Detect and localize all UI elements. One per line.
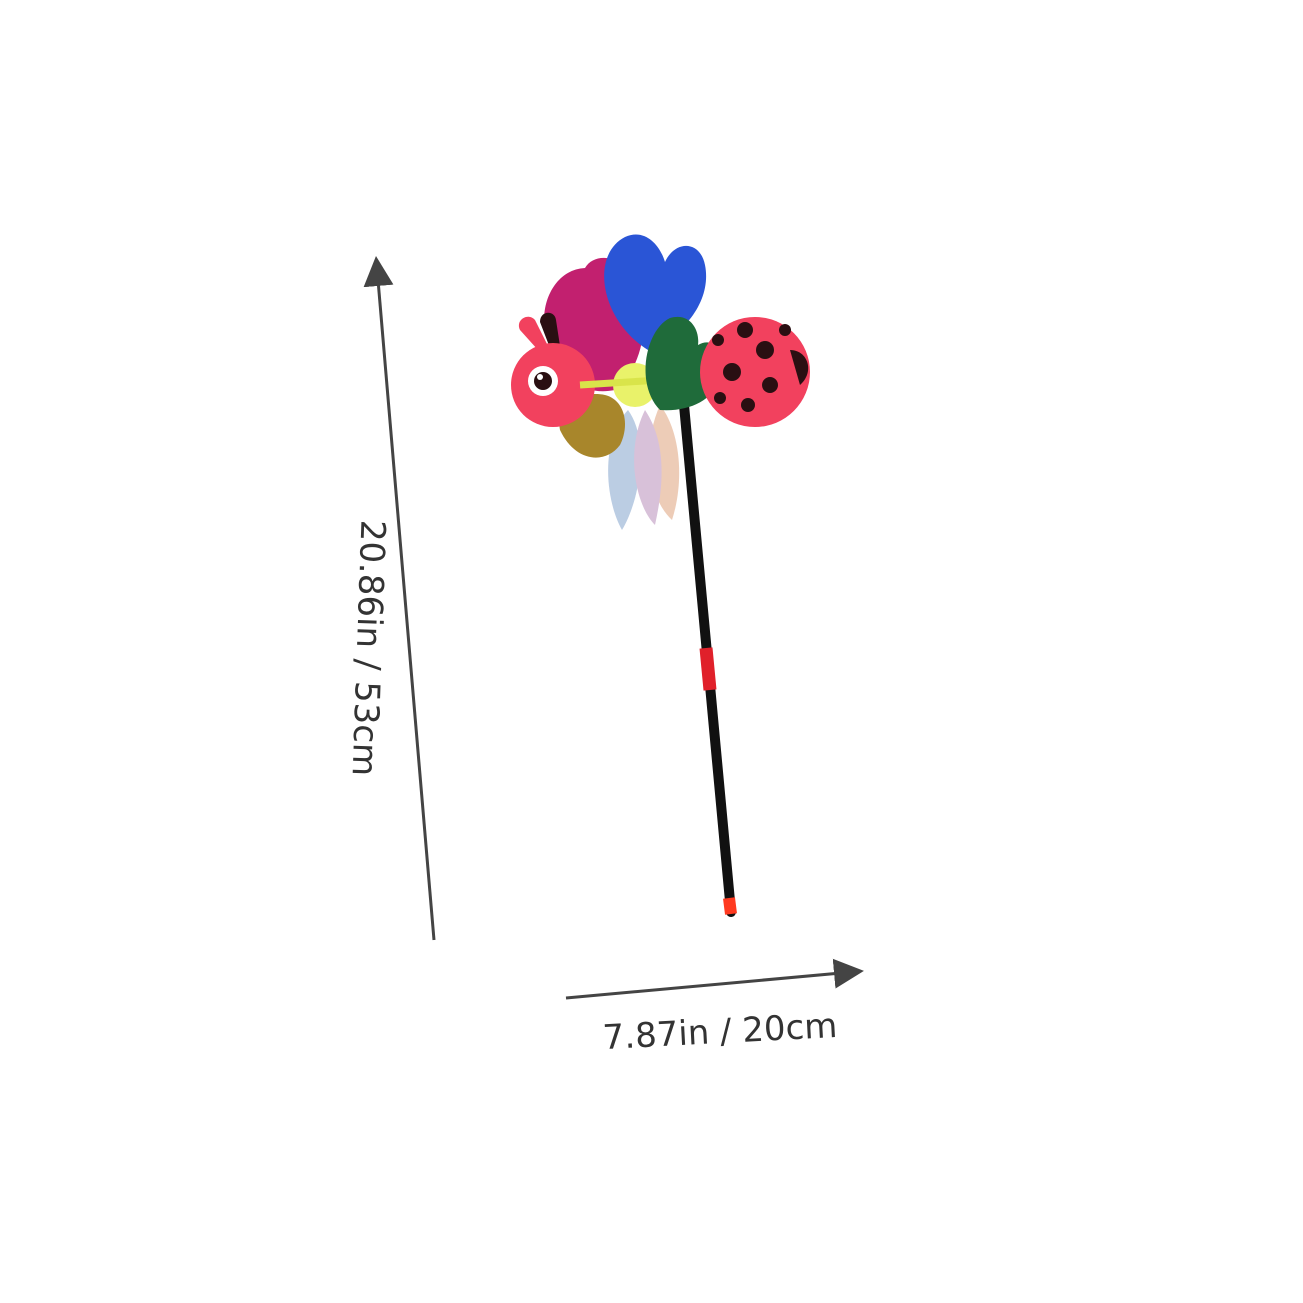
ladybug-body bbox=[700, 317, 810, 427]
height-arrow bbox=[363, 256, 436, 941]
ladybug-head bbox=[511, 312, 595, 427]
pinwheel-stick bbox=[679, 400, 737, 917]
width-arrow bbox=[565, 958, 864, 1000]
